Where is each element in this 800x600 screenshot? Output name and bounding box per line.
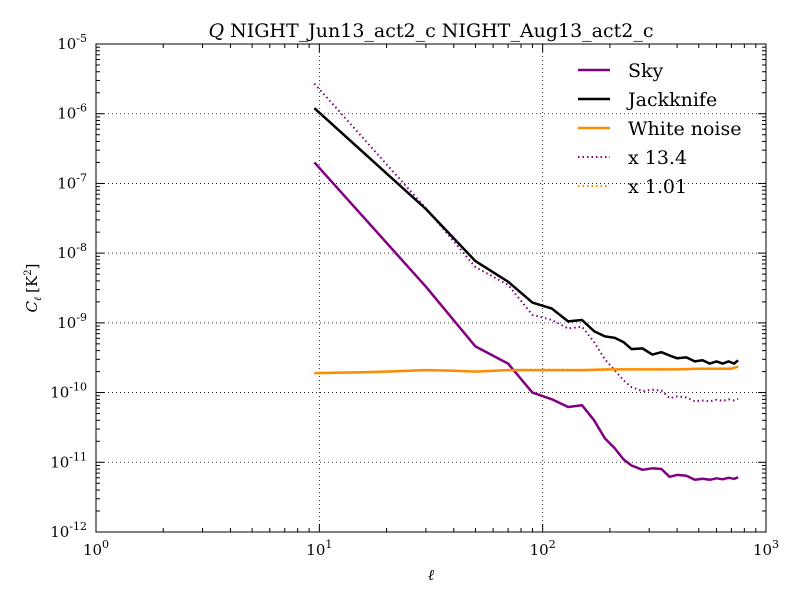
x-tick-label: 102 [530,538,556,559]
y-axis-label-unit: [K [23,275,41,293]
chart-title-rest: NIGHT_Jun13_act2_c NIGHT_Aug13_act2_c [224,20,653,42]
legend-label: White noise [628,118,742,140]
y-tick-label: 10-11 [50,450,87,471]
ticks [95,43,767,533]
grid [96,44,766,532]
y-tick-label: 10-10 [50,381,87,402]
y-axis-label-sub: ℓ [33,297,44,301]
y-tick-label: 10-6 [57,102,87,123]
legend-label: x 13.4 [628,147,687,169]
legend: Sky Jackknife White noise x 13.4 x 1.01 [578,60,742,198]
x-axis-label: ℓ [428,566,434,584]
tick-labels: 100 101 102 103 10-12 10-11 10-10 10-9 10-8 10-7 1… [50,32,779,559]
y-tick-label: 10-5 [57,32,87,53]
y-tick-label: 10-9 [57,311,87,332]
y-axis-label-unit-sup: 2 [23,269,34,275]
legend-label: Sky [628,60,664,82]
x-tick-label: 103 [753,538,779,559]
series-line-sky [313,161,739,482]
y-tick-label: 10-7 [57,171,87,192]
series-layer [313,82,739,482]
y-axis-label: Cℓ [K2] [23,264,44,313]
x-tick-label: 100 [83,538,109,559]
chart-title-prefix: Q [209,20,225,42]
chart-title: Q NIGHT_Jun13_act2_c NIGHT_Aug13_act2_c [209,20,654,42]
y-axis-label-main: C [23,300,41,312]
series-line-white-noise [314,365,739,375]
y-tick-label: 10-8 [57,241,87,262]
y-tick-label: 10-12 [50,520,87,541]
legend-label: x 1.01 [628,176,687,198]
plot-frame [95,43,767,533]
x-tick-label: 101 [306,538,332,559]
series-line-jackknife [313,107,739,365]
y-axis-label-unit-end: ] [23,264,41,270]
legend-label: Jackknife [626,89,717,111]
